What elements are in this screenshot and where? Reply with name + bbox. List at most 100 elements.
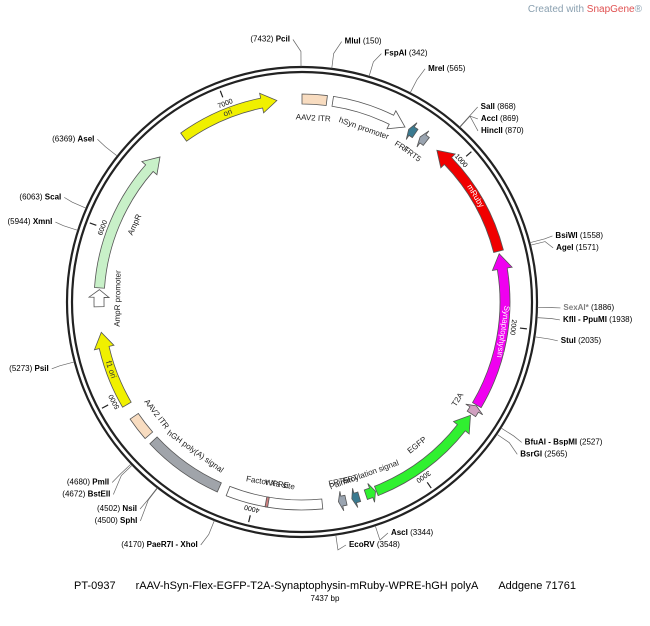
site-name: MreI bbox=[428, 64, 444, 73]
site-label-nsii[interactable]: (4502) NsiI bbox=[97, 504, 137, 513]
site-label-hincii[interactable]: HincII (870) bbox=[481, 126, 524, 135]
site-leader-line bbox=[496, 433, 518, 455]
feature-mruby[interactable] bbox=[436, 149, 504, 253]
site-label-kfli-ppumi[interactable]: KflI - PpuMI (1938) bbox=[563, 315, 633, 324]
tick-label: 4000 bbox=[244, 503, 261, 513]
site-position: (1571) bbox=[576, 243, 599, 252]
site-name: AscI bbox=[391, 528, 408, 537]
site-name: HincII bbox=[481, 126, 503, 135]
site-leader-line bbox=[200, 520, 215, 546]
site-name: MluI bbox=[345, 37, 361, 46]
site-position: (870) bbox=[505, 126, 524, 135]
site-label-scai[interactable]: (6063) ScaI bbox=[19, 192, 61, 201]
site-leader-line bbox=[113, 464, 133, 495]
site-leader-line bbox=[140, 487, 158, 522]
site-label-ecorv[interactable]: EcoRV (3548) bbox=[349, 540, 400, 549]
site-position: (6369) bbox=[52, 134, 75, 143]
site-position: (2527) bbox=[579, 437, 602, 446]
site-label-paer7i-xhoi[interactable]: (4170) PaeR7I - XhoI bbox=[121, 540, 197, 549]
site-leader-line bbox=[459, 115, 479, 132]
site-position: (4500) bbox=[95, 516, 118, 525]
site-leader-line bbox=[409, 68, 426, 93]
site-label-xmni[interactable]: (5944) XmnI bbox=[7, 217, 52, 226]
site-name: ScaI bbox=[45, 192, 61, 201]
site-leader-line bbox=[55, 221, 78, 231]
feature-ori[interactable] bbox=[180, 92, 278, 142]
site-label-sexai[interactable]: SexAI* (1886) bbox=[563, 303, 614, 312]
feature-label: AAV2 ITR bbox=[296, 112, 332, 123]
site-label-agei[interactable]: AgeI (1571) bbox=[556, 243, 599, 252]
site-label-fspai[interactable]: FspAI (342) bbox=[384, 49, 427, 58]
site-leader-line bbox=[139, 487, 158, 510]
site-label-asci[interactable]: AscI (3344) bbox=[391, 528, 434, 537]
site-name: PaeR7I - XhoI bbox=[147, 540, 198, 549]
site-label-bsrgi[interactable]: BsrGI (2565) bbox=[520, 449, 567, 458]
feature-ampr[interactable] bbox=[94, 156, 161, 289]
feature-label: hGH poly(A) signal bbox=[165, 428, 225, 474]
tick-mark bbox=[248, 515, 251, 523]
feature-ampr-promoter[interactable] bbox=[87, 289, 111, 308]
feature-t2a[interactable] bbox=[465, 403, 484, 418]
site-leader-line bbox=[537, 306, 561, 309]
site-label-mrei[interactable]: MreI (565) bbox=[428, 64, 466, 73]
feature-palmitoylation-signal[interactable] bbox=[363, 483, 376, 503]
feature-f1-ori[interactable] bbox=[93, 331, 132, 408]
feature-factor-xa-site[interactable] bbox=[264, 496, 270, 508]
site-label-pmli[interactable]: (4680) PmlI bbox=[67, 478, 109, 487]
site-label-mlui[interactable]: MluI (150) bbox=[345, 37, 382, 46]
plasmid-length: 7437 bp bbox=[310, 594, 340, 603]
site-position: (4680) bbox=[67, 478, 90, 487]
backbone-outer-circle bbox=[65, 65, 539, 539]
watermark-brand: SnapGene bbox=[586, 4, 635, 15]
feature-aav2-itr[interactable] bbox=[129, 412, 154, 440]
feature-label: AmpR bbox=[126, 212, 144, 236]
site-leader-line bbox=[64, 197, 87, 209]
site-position: (3548) bbox=[377, 540, 400, 549]
feature-wpre[interactable] bbox=[225, 485, 324, 511]
site-label-pcii[interactable]: (7432) PciI bbox=[250, 35, 290, 44]
feature-frt5[interactable] bbox=[416, 130, 430, 148]
site-name: StuI bbox=[561, 336, 576, 345]
site-position: (5944) bbox=[7, 217, 30, 226]
site-name: AccI bbox=[481, 114, 498, 123]
feature-frt5[interactable] bbox=[338, 491, 348, 512]
site-leader-line bbox=[530, 241, 554, 249]
feature-label: FRT bbox=[342, 473, 359, 486]
site-label-bsiwi[interactable]: BsiWI (1558) bbox=[555, 231, 603, 240]
feature-label: ori bbox=[222, 107, 234, 119]
feature-hgh-poly-a-signal[interactable] bbox=[149, 436, 222, 493]
site-position: (3344) bbox=[410, 528, 433, 537]
feature-hsyn-promoter[interactable] bbox=[331, 95, 406, 130]
site-label-psii[interactable]: (5273) PsiI bbox=[9, 364, 49, 373]
site-name: SalI bbox=[481, 102, 495, 111]
site-label-sphi[interactable]: (4500) SphI bbox=[95, 516, 138, 525]
site-name: BsrGI bbox=[520, 449, 542, 458]
feature-aav2-itr[interactable] bbox=[301, 93, 328, 106]
site-label-bsteii[interactable]: (4672) BstEII bbox=[62, 490, 110, 499]
site-label-sali[interactable]: SalI (868) bbox=[481, 102, 516, 111]
tick-mark bbox=[219, 90, 224, 98]
site-leader-line bbox=[335, 535, 347, 551]
site-leader-line bbox=[292, 39, 302, 67]
feature-egfp[interactable] bbox=[373, 414, 471, 497]
site-leader-line bbox=[374, 525, 389, 541]
site-position: (1886) bbox=[591, 303, 614, 312]
site-label-asei[interactable]: (6369) AseI bbox=[52, 134, 94, 143]
site-name: BstEII bbox=[88, 490, 111, 499]
site-leader-line bbox=[534, 336, 558, 342]
feature-label: EGFP bbox=[406, 435, 429, 456]
site-leader-line bbox=[111, 463, 132, 483]
site-leader-line bbox=[500, 427, 522, 443]
feature-frt[interactable] bbox=[351, 488, 362, 508]
map-title: PT-0937 rAAV-hSyn-Flex-EGFP-T2A-Synaptoph… bbox=[0, 580, 650, 592]
feature-synaptophysin[interactable] bbox=[471, 252, 513, 409]
site-name: KflI - PpuMI bbox=[563, 315, 607, 324]
site-name: PsiI bbox=[35, 364, 49, 373]
site-label-stui[interactable]: StuI (2035) bbox=[561, 336, 602, 345]
tick-mark bbox=[465, 151, 472, 157]
site-position: (150) bbox=[363, 37, 382, 46]
site-label-acci[interactable]: AccI (869) bbox=[481, 114, 519, 123]
site-label-bfuai-bspmi[interactable]: BfuAI - BspMI (2527) bbox=[525, 437, 603, 446]
feature-frt[interactable] bbox=[405, 122, 419, 140]
